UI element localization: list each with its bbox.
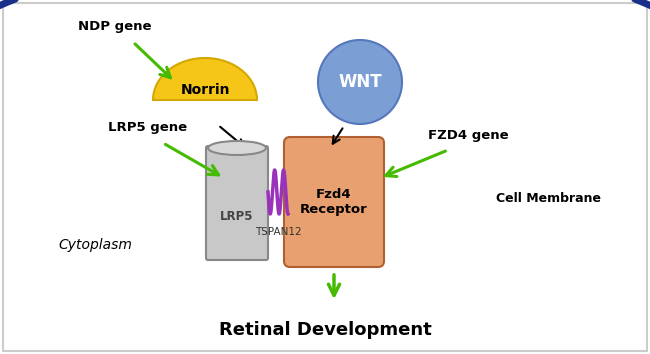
Text: Norrin: Norrin <box>180 83 229 97</box>
Text: Fzd4
Receptor: Fzd4 Receptor <box>300 188 368 216</box>
Circle shape <box>318 40 402 124</box>
Polygon shape <box>153 58 257 100</box>
Text: Retinal Development: Retinal Development <box>218 321 432 339</box>
FancyBboxPatch shape <box>206 146 268 260</box>
Ellipse shape <box>208 141 266 155</box>
Text: WNT: WNT <box>338 73 382 91</box>
Text: FZD4 gene: FZD4 gene <box>428 129 508 142</box>
Text: Cytoplasm: Cytoplasm <box>58 238 132 252</box>
Text: LRP5: LRP5 <box>220 210 254 223</box>
FancyBboxPatch shape <box>284 137 384 267</box>
Text: NDP gene: NDP gene <box>78 20 151 33</box>
Text: TSPAN12: TSPAN12 <box>255 227 302 237</box>
Text: Cell Membrane: Cell Membrane <box>495 192 601 205</box>
Text: LRP5 gene: LRP5 gene <box>109 121 188 134</box>
